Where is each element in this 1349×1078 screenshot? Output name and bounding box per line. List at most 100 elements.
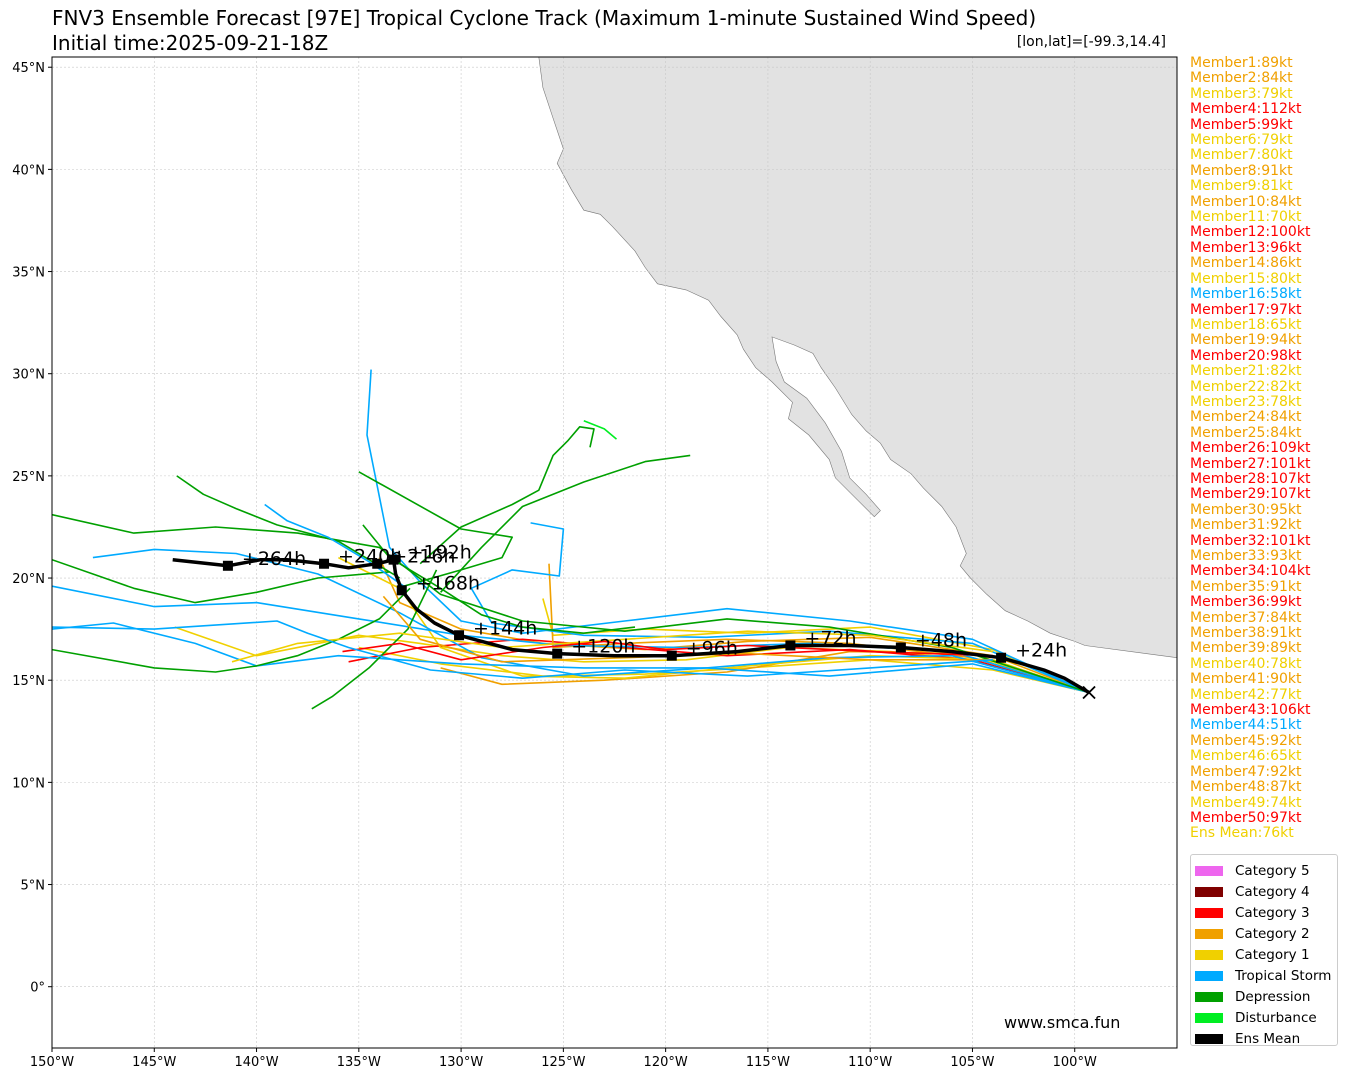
y-tick-label: 40°N bbox=[12, 163, 45, 178]
member-track-line bbox=[338, 556, 1090, 694]
member-intensity-item: Member43:106kt bbox=[1190, 702, 1311, 719]
mean-time-marker bbox=[552, 648, 563, 659]
x-tick-label: 125°W bbox=[541, 1055, 585, 1070]
x-tick-label: 145°W bbox=[132, 1055, 176, 1070]
member-track-line bbox=[52, 622, 1090, 694]
member-intensity-item: Member40:78kt bbox=[1190, 655, 1302, 672]
y-tick-label: 20°N bbox=[12, 572, 45, 587]
member-intensity-item: Member12:100kt bbox=[1190, 224, 1311, 241]
member-intensity-item: Member24:84kt bbox=[1190, 409, 1302, 426]
legend-entry: Category 1 bbox=[1195, 944, 1333, 965]
member-track-line bbox=[174, 626, 1090, 694]
y-tick-label: 0° bbox=[30, 981, 45, 996]
member-track-line bbox=[342, 640, 993, 661]
member-intensity-item: Member37:84kt bbox=[1190, 609, 1302, 626]
initial-position-cross bbox=[1082, 685, 1096, 700]
member-intensity-item: Member42:77kt bbox=[1190, 686, 1302, 703]
mean-time-marker bbox=[319, 558, 330, 569]
member-track-line bbox=[52, 513, 1090, 694]
member-intensity-item: Member27:101kt bbox=[1190, 455, 1311, 472]
member-track-line bbox=[366, 369, 1090, 694]
north-america-land bbox=[538, 57, 1177, 659]
member-track-line bbox=[419, 425, 595, 565]
member-intensity-item: Member50:97kt bbox=[1190, 809, 1302, 826]
member-intensity-item: Member1:89kt bbox=[1190, 55, 1293, 71]
legend-entry: Category 4 bbox=[1195, 881, 1333, 902]
member-intensity-item: Member16:58kt bbox=[1190, 286, 1302, 303]
x-tick-label: 150°W bbox=[30, 1055, 74, 1070]
member-intensity-item: Member31:92kt bbox=[1190, 517, 1302, 534]
y-tick-label: 25°N bbox=[12, 470, 45, 485]
member-intensity-item: Member41:90kt bbox=[1190, 671, 1302, 688]
legend-label: Category 4 bbox=[1235, 883, 1310, 900]
legend-label: Category 3 bbox=[1235, 904, 1310, 921]
mean-time-label: +264h bbox=[242, 548, 306, 570]
member-intensity-item: Member48:87kt bbox=[1190, 779, 1302, 796]
legend-entry: Tropical Storm bbox=[1195, 965, 1333, 986]
mean-time-label: +24h bbox=[1015, 640, 1067, 662]
member-intensity-item: Member3:79kt bbox=[1190, 85, 1293, 102]
legend-swatch bbox=[1195, 991, 1223, 1002]
member-track-line bbox=[440, 454, 691, 593]
x-tick-label: 105°W bbox=[950, 1055, 994, 1070]
legend-entry: Disturbance bbox=[1195, 1007, 1333, 1028]
member-intensity-item: Member4:112kt bbox=[1190, 101, 1302, 118]
y-tick-label: 15°N bbox=[12, 674, 45, 689]
mean-time-label: +144h bbox=[473, 617, 537, 639]
member-intensity-item: Member28:107kt bbox=[1190, 470, 1311, 487]
x-tick-label: 115°W bbox=[746, 1055, 790, 1070]
member-intensity-item: Member2:84kt bbox=[1190, 70, 1293, 87]
member-intensity-item: Member11:70kt bbox=[1190, 209, 1302, 226]
legend-swatch bbox=[1195, 886, 1223, 897]
chart-title: FNV3 Ensemble Forecast [97E] Tropical Cy… bbox=[52, 6, 1037, 30]
x-tick-label: 130°W bbox=[439, 1055, 483, 1070]
member-intensity-item: Member17:97kt bbox=[1190, 301, 1302, 318]
member-intensity-item: Member10:84kt bbox=[1190, 193, 1302, 210]
category-legend: Category 5 Category 4 Category 3 Category 2… bbox=[1190, 854, 1338, 1047]
legend-swatch bbox=[1195, 970, 1223, 981]
member-track-line bbox=[583, 419, 618, 440]
y-tick-label: 45°N bbox=[12, 61, 45, 76]
member-intensity-item: Member23:78kt bbox=[1190, 393, 1302, 410]
legend-label: Category 1 bbox=[1235, 946, 1310, 963]
member-intensity-item: Member34:104kt bbox=[1190, 563, 1311, 580]
member-intensity-item: Member44:51kt bbox=[1190, 717, 1302, 734]
initial-time-subtitle: Initial time:2025-09-21-18Z bbox=[52, 31, 329, 55]
x-tick-label: 140°W bbox=[234, 1055, 278, 1070]
legend-label: Disturbance bbox=[1235, 1009, 1317, 1026]
mean-time-marker bbox=[222, 560, 233, 571]
mean-time-label: +72h bbox=[804, 627, 856, 649]
member-intensity-item: Member32:101kt bbox=[1190, 532, 1311, 549]
mean-time-label: +240h bbox=[338, 546, 402, 568]
legend-swatch bbox=[1195, 928, 1223, 939]
member-intensity-item: Member7:80kt bbox=[1190, 147, 1293, 164]
plot-frame bbox=[51, 56, 1178, 1049]
member-track-line bbox=[52, 620, 993, 680]
member-intensity-item: Member22:82kt bbox=[1190, 378, 1302, 395]
mean-time-label: +48h bbox=[915, 630, 967, 652]
member-track-line bbox=[231, 630, 994, 663]
x-tick-label: 110°W bbox=[848, 1055, 892, 1070]
member-intensity-item: Member9:81kt bbox=[1190, 178, 1293, 195]
y-tick-label: 30°N bbox=[12, 368, 45, 383]
mean-time-marker bbox=[996, 652, 1007, 663]
legend-swatch bbox=[1195, 1012, 1223, 1023]
member-intensity-item: Member21:82kt bbox=[1190, 363, 1302, 380]
member-intensity-item: Member29:107kt bbox=[1190, 486, 1311, 503]
member-track-line bbox=[52, 587, 411, 673]
mean-time-marker bbox=[895, 642, 906, 653]
member-intensity-item: Member46:65kt bbox=[1190, 748, 1302, 765]
y-tick-label: 5°N bbox=[21, 879, 46, 894]
member-intensity-item: Member38:91kt bbox=[1190, 625, 1302, 642]
y-tick-label: 35°N bbox=[12, 266, 45, 281]
mean-time-label: +192h bbox=[408, 542, 472, 564]
x-tick-label: 120°W bbox=[644, 1055, 688, 1070]
legend-swatch bbox=[1195, 865, 1223, 876]
legend-entry: Category 5 bbox=[1195, 860, 1333, 881]
member-intensity-item: Ens Mean:76kt bbox=[1190, 825, 1294, 842]
x-tick-label: 100°W bbox=[1053, 1055, 1097, 1070]
legend-label: Category 5 bbox=[1235, 862, 1310, 879]
member-intensity-item: Member15:80kt bbox=[1190, 270, 1302, 287]
legend-label: Ens Mean bbox=[1235, 1030, 1301, 1047]
